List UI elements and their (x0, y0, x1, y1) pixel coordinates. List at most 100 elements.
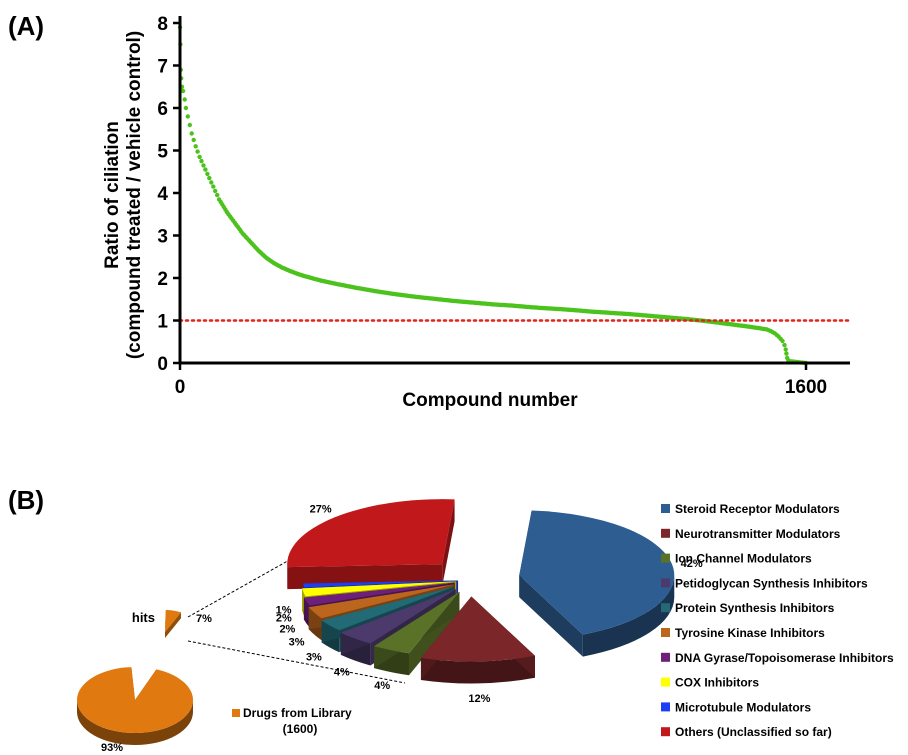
y-tick-label: 4 (157, 184, 168, 205)
legend-swatch (661, 727, 670, 737)
legend-swatch (661, 578, 670, 588)
slice-percent-label: 2% (279, 623, 295, 635)
slice-percent-label: 1% (276, 605, 292, 617)
legend-swatch (661, 702, 670, 712)
x-axis-title: Compound number (402, 390, 578, 411)
scatter-point (783, 347, 788, 352)
y-tick-label: 1 (157, 312, 168, 333)
y-tick-label: 3 (157, 227, 168, 248)
legend-swatch (661, 553, 670, 563)
legend: Steroid Receptor Modulators Neurotransmit… (661, 502, 894, 739)
hits-breakdown-pie (287, 499, 675, 684)
y-axis-title-line: (compound treated / vehicle control) (124, 31, 145, 359)
scatter-point (211, 184, 216, 189)
slice-0-top (519, 510, 675, 635)
scatter-point (199, 158, 204, 164)
scatter-point (180, 88, 186, 94)
slice-percent-label: 42% (681, 558, 703, 570)
slice-percent-label: 2% (276, 613, 292, 625)
scatter-point (203, 167, 208, 172)
scatter-point (213, 188, 218, 194)
y-tick-label: 8 (157, 14, 168, 35)
slice-percent-label: 4% (334, 667, 350, 679)
scatter-point (209, 180, 214, 185)
library-count-label: (1600) (283, 722, 318, 736)
scatter-point (185, 114, 190, 119)
scatter-point (201, 163, 206, 168)
legend-label: DNA Gyrase/Topoisomerase Inhibitors (675, 651, 894, 665)
slice-percent-label: 3% (289, 637, 305, 649)
scatter-point (782, 342, 787, 348)
panel-b-label: (B) (8, 485, 44, 515)
x-tick-label: 0 (175, 377, 186, 398)
connector-line-bottom (187, 640, 406, 684)
slice-8-top (303, 580, 459, 588)
legend-label: Microtubule Modulators (675, 700, 811, 714)
scatter-point (780, 338, 785, 344)
scatter-point (205, 171, 210, 177)
legend-label: Ion Channel Modulators (675, 552, 812, 566)
slice-6-top (303, 582, 455, 606)
y-tick-label: 6 (157, 99, 168, 120)
slice-9-top (287, 499, 455, 568)
panel-a-label: (A) (8, 11, 44, 41)
x-tick-label: 1600 (785, 377, 827, 398)
legend-swatch (661, 652, 670, 662)
hits-breakdown-labels: 42%12%4%4%3%3%2%2%1%27% (276, 503, 703, 705)
slice-2 (374, 591, 460, 676)
library-slice (77, 667, 194, 745)
scatter-point (191, 137, 196, 143)
slice-0 (519, 510, 675, 657)
hits-slice-top (165, 610, 181, 632)
slice-percent-label: 27% (310, 503, 332, 515)
scatter-point (784, 351, 789, 356)
slice-9 (287, 499, 455, 590)
slice-percent-label: 12% (468, 693, 490, 705)
y-axis-title: Ratio of ciliation(compound treated / ve… (102, 31, 145, 359)
hits-percent-label: 7% (196, 613, 212, 625)
library-pie: hits 7% 93% Drugs from Library (1600) (77, 610, 352, 754)
legend-label: COX Inhibitors (675, 676, 759, 690)
library-slice-top (77, 667, 194, 733)
library-legend-label: Drugs from Library (243, 706, 352, 720)
y-tick-label: 7 (157, 57, 168, 78)
slice-0-side (582, 575, 675, 657)
hits-slice-edge (165, 612, 181, 638)
legend-label: Neurotransmitter Modulators (675, 527, 841, 541)
slice-2-top (374, 591, 460, 654)
pie-charts: hits 7% 93% Drugs from Library (1600) 42% 12%… (77, 499, 894, 754)
legend-label: Steroid Receptor Modulators (675, 502, 840, 516)
slice-5-top (308, 584, 454, 619)
scatter-point (189, 131, 194, 136)
scatter-points (177, 25, 809, 366)
legend-swatch (661, 528, 670, 538)
hits-slice (165, 610, 181, 638)
slice-1-side (420, 655, 535, 684)
slice-1 (420, 596, 535, 684)
scatter-point (182, 97, 187, 102)
slice-9-edge (442, 499, 455, 587)
y-tick-label: 2 (157, 269, 168, 290)
scatter-chart: 0 1 2 3 4 5 6 7 8 0 1600 Compound number Ratio of… (102, 14, 852, 411)
slice-4-top (321, 586, 454, 631)
legend-label: Protein Synthesis Inhibitors (675, 601, 835, 615)
y-axis-title-line: Ratio of ciliation (102, 121, 123, 269)
scatter-point (187, 122, 192, 128)
library-legend-swatch (232, 709, 240, 717)
x-axis-ticks: 0 1600 (175, 363, 827, 398)
axes (178, 16, 850, 365)
legend-label: Others (Unclassified so far) (675, 725, 832, 739)
hits-label: hits (132, 610, 155, 625)
library-percent-label: 93% (101, 742, 123, 754)
scatter-point (193, 144, 198, 149)
legend-swatch (661, 504, 670, 513)
scatter-point (207, 175, 212, 181)
legend-swatch (661, 677, 670, 687)
legend-label: Tyrosine Kinase Inhibitors (675, 626, 825, 640)
slice-7-top (302, 581, 457, 597)
slice-percent-label: 3% (306, 651, 322, 663)
slice-percent-label: 4% (374, 680, 390, 692)
y-tick-label: 0 (157, 354, 168, 375)
legend-swatch (661, 603, 670, 613)
